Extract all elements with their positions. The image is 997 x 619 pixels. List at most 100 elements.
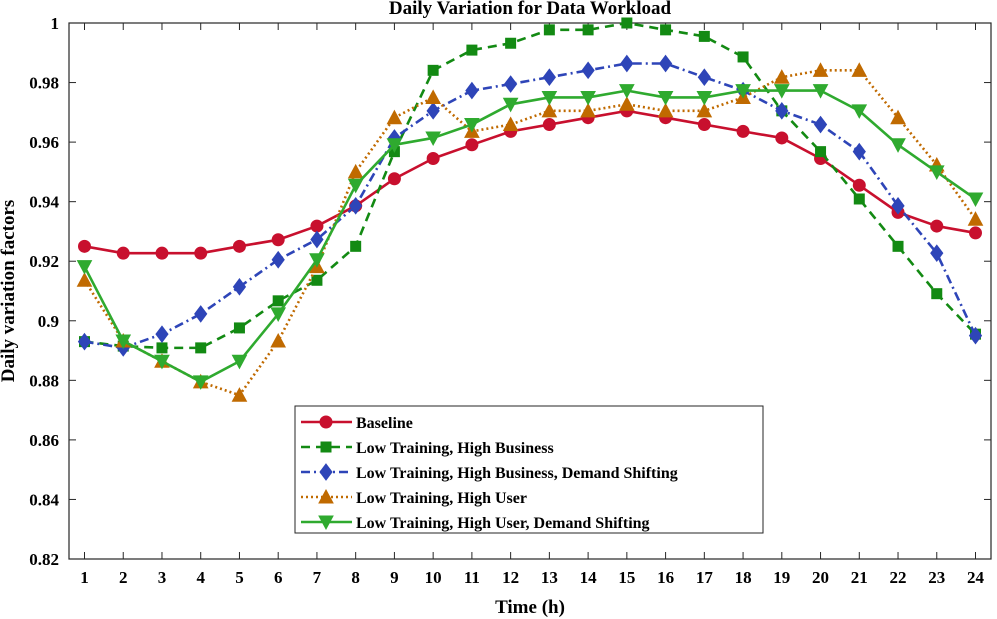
legend-marker xyxy=(320,441,332,453)
data-point xyxy=(426,102,440,120)
data-point xyxy=(195,342,207,354)
chart-title: Daily Variation for Data Workload xyxy=(389,0,672,19)
x-tick-label: 21 xyxy=(851,568,868,587)
data-point xyxy=(272,295,284,307)
data-point xyxy=(194,305,208,323)
data-point xyxy=(311,274,323,286)
data-point xyxy=(387,172,401,186)
data-point xyxy=(116,246,130,260)
data-point xyxy=(697,118,711,132)
data-point xyxy=(349,197,363,215)
data-point xyxy=(853,193,865,205)
data-point xyxy=(270,332,287,348)
data-point xyxy=(232,277,247,296)
data-point xyxy=(115,334,132,350)
x-tick-label: 17 xyxy=(696,568,714,587)
data-point xyxy=(852,142,866,161)
legend: Baseline Low Training, High Business Low T… xyxy=(294,405,764,534)
data-point xyxy=(76,260,93,275)
plot-area-frame xyxy=(68,22,992,560)
data-point xyxy=(502,116,519,132)
data-point xyxy=(696,102,713,118)
data-point xyxy=(851,62,868,77)
data-point xyxy=(192,375,209,390)
y-axis-label: Daily variation factors xyxy=(0,200,19,383)
data-point xyxy=(813,115,828,134)
data-point xyxy=(232,239,246,253)
data-point xyxy=(931,288,943,300)
legend-entry: Low Training, High Business, Demand Shif… xyxy=(356,465,678,482)
data-point xyxy=(812,84,829,99)
x-tick-label: 18 xyxy=(735,568,752,587)
data-point xyxy=(425,89,441,104)
x-tick-label: 20 xyxy=(812,568,829,587)
data-point xyxy=(890,109,906,125)
x-tick-label: 15 xyxy=(618,568,635,587)
data-point xyxy=(466,44,478,56)
x-axis: 1 2 3 4 5 6 7 8 9 10 11 12 13 14 15 16 17 18 19 20 21 22 23 24 xyxy=(80,23,985,587)
data-point xyxy=(621,17,633,29)
data-point xyxy=(620,54,634,73)
data-point xyxy=(891,197,905,215)
y-tick-label: 0.96 xyxy=(29,133,59,152)
data-point xyxy=(658,54,673,73)
y-tick-label: 0.9 xyxy=(38,312,59,331)
data-point xyxy=(580,102,596,118)
data-point xyxy=(737,51,749,63)
data-point xyxy=(386,138,403,153)
data-point xyxy=(310,230,324,249)
data-point xyxy=(502,97,519,113)
data-point xyxy=(231,354,248,370)
data-point xyxy=(696,90,713,106)
data-point xyxy=(890,138,906,153)
data-point xyxy=(930,244,944,263)
data-point xyxy=(969,226,983,240)
data-point xyxy=(968,326,983,345)
x-tick-label: 6 xyxy=(274,568,283,587)
x-tick-label: 14 xyxy=(580,568,598,587)
data-point xyxy=(76,272,93,287)
legend-marker xyxy=(319,415,333,429)
x-tick-label: 7 xyxy=(313,568,322,587)
y-tick-label: 0.92 xyxy=(29,252,59,271)
x-tick-label: 2 xyxy=(119,568,128,587)
data-point xyxy=(505,37,517,49)
data-point xyxy=(698,30,710,42)
series-line xyxy=(84,21,977,350)
data-point xyxy=(347,163,364,179)
data-point xyxy=(155,246,169,260)
legend-entry: Low Training, High Business xyxy=(356,440,554,457)
data-point xyxy=(773,84,790,99)
data-point xyxy=(852,178,866,192)
legend-marker xyxy=(318,515,334,531)
series-line xyxy=(83,69,977,397)
legend-entry: Low Training, High User, Demand Shifting xyxy=(356,515,650,532)
legend-entry: Baseline xyxy=(356,415,413,432)
data-point xyxy=(504,75,518,93)
data-point xyxy=(426,151,440,165)
data-point xyxy=(425,131,441,146)
data-point xyxy=(155,325,169,344)
data-point xyxy=(582,24,594,36)
data-point xyxy=(347,178,364,194)
x-axis-label: Time (h) xyxy=(495,597,565,618)
data-point xyxy=(233,322,245,334)
data-point xyxy=(541,90,558,106)
data-point xyxy=(231,387,248,402)
data-point xyxy=(581,61,595,80)
series-line xyxy=(83,89,977,384)
data-point xyxy=(156,342,168,354)
data-point xyxy=(77,239,91,253)
y-tick-label: 1 xyxy=(51,14,60,33)
data-point xyxy=(154,354,170,370)
data-point xyxy=(77,332,92,351)
x-tick-label: 10 xyxy=(425,568,442,587)
data-point xyxy=(892,240,904,252)
x-tick-label: 13 xyxy=(541,568,558,587)
x-tick-label: 16 xyxy=(657,568,674,587)
data-point xyxy=(543,24,555,36)
data-point xyxy=(775,131,789,145)
y-tick-label: 0.88 xyxy=(29,371,59,390)
data-point xyxy=(736,124,750,138)
x-tick-label: 5 xyxy=(235,568,244,587)
